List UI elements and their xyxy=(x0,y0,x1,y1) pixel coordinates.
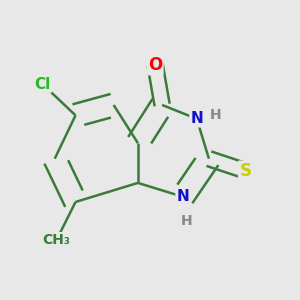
Text: S: S xyxy=(239,162,251,180)
Text: H: H xyxy=(181,214,192,228)
Text: O: O xyxy=(148,56,162,74)
Text: Cl: Cl xyxy=(34,77,51,92)
Text: N: N xyxy=(176,189,189,204)
Text: CH₃: CH₃ xyxy=(43,233,70,247)
Text: N: N xyxy=(190,111,203,126)
Text: H: H xyxy=(210,108,222,122)
